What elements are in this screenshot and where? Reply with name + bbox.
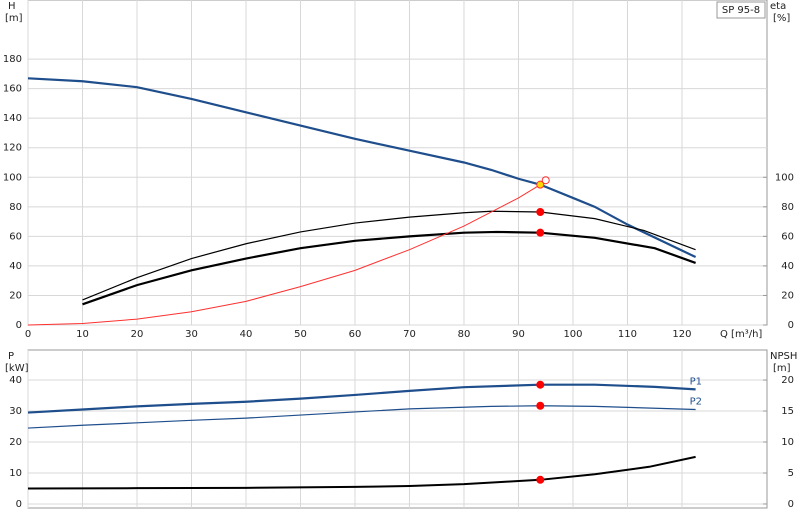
y2-tick-label: 5: [788, 468, 794, 479]
y-tick-label: 80: [9, 202, 22, 213]
series-line: [82, 230, 696, 306]
y-tick-label: 100: [3, 172, 22, 183]
y-tick-label: 180: [3, 54, 22, 65]
y-tick-label: 20: [9, 437, 22, 448]
y2-tick-label: 15: [781, 406, 794, 417]
marker: [536, 180, 545, 189]
y-tick-label: 20: [9, 290, 22, 301]
x-tick-label: 80: [458, 329, 471, 340]
y-tick-label: 40: [9, 261, 22, 272]
x-tick-label: 20: [131, 329, 144, 340]
x-tick-label: 40: [240, 329, 253, 340]
marker: [536, 207, 545, 216]
y2-axis-unit: [m]: [773, 363, 791, 374]
y2-tick-label: 0: [788, 320, 794, 331]
x-tick-label: 110: [618, 329, 637, 340]
y2-tick-label: 20: [781, 375, 794, 386]
y-tick-label: 30: [9, 406, 22, 417]
y-tick-label: 10: [9, 468, 22, 479]
marker: [536, 380, 545, 389]
y2-tick-label: 20: [781, 290, 794, 301]
x-tick-label: 10: [76, 329, 89, 340]
series-label: P1: [690, 376, 702, 387]
plot-area: [27, 349, 768, 509]
series-line: [27, 77, 697, 259]
series-line: [27, 405, 696, 429]
x-tick-label: 90: [512, 329, 525, 340]
y-axis-label: H: [8, 1, 16, 12]
series-line: [27, 455, 696, 490]
y-tick-label: 160: [3, 84, 22, 95]
series-line: [82, 210, 696, 301]
marker: [536, 401, 545, 410]
y2-tick-label: 100: [775, 172, 794, 183]
y2-tick-label: 0: [788, 499, 794, 510]
y2-tick-label: 80: [781, 202, 794, 213]
x-tick-label: 60: [349, 329, 362, 340]
x-tick-label: 100: [563, 329, 582, 340]
y2-axis-label: eta: [770, 1, 786, 12]
series-label: P2: [690, 396, 702, 407]
x-tick-label: 120: [672, 329, 691, 340]
x-tick-label: 30: [185, 329, 198, 340]
series-line: [27, 383, 696, 414]
x-tick-label: 70: [403, 329, 416, 340]
y2-axis-label: NPSH: [770, 351, 797, 362]
y-axis-unit: [m]: [5, 13, 23, 24]
y2-tick-label: 40: [781, 261, 794, 272]
x-tick-label: 50: [294, 329, 307, 340]
y-tick-label: 0: [16, 320, 22, 331]
chart-title: SP 95-8: [722, 5, 760, 16]
y-tick-label: 60: [9, 231, 22, 242]
marker: [536, 475, 545, 484]
marker: [536, 228, 545, 237]
y-tick-label: 140: [3, 113, 22, 124]
marker: [541, 176, 550, 185]
plot-area: [27, 0, 768, 326]
x-tick-label: 0: [25, 329, 31, 340]
x-axis-label: Q [m³/h]: [720, 329, 762, 340]
title-box: [716, 1, 766, 19]
y-tick-label: 40: [9, 375, 22, 386]
y-axis-unit: [kW]: [5, 363, 29, 374]
series-line: [27, 184, 541, 326]
y-tick-label: 120: [3, 143, 22, 154]
y-axis-label: P: [8, 351, 14, 362]
y2-tick-label: 10: [781, 437, 794, 448]
y2-tick-label: 60: [781, 231, 794, 242]
y2-axis-unit: [%]: [773, 13, 790, 24]
y-tick-label: 0: [16, 499, 22, 510]
